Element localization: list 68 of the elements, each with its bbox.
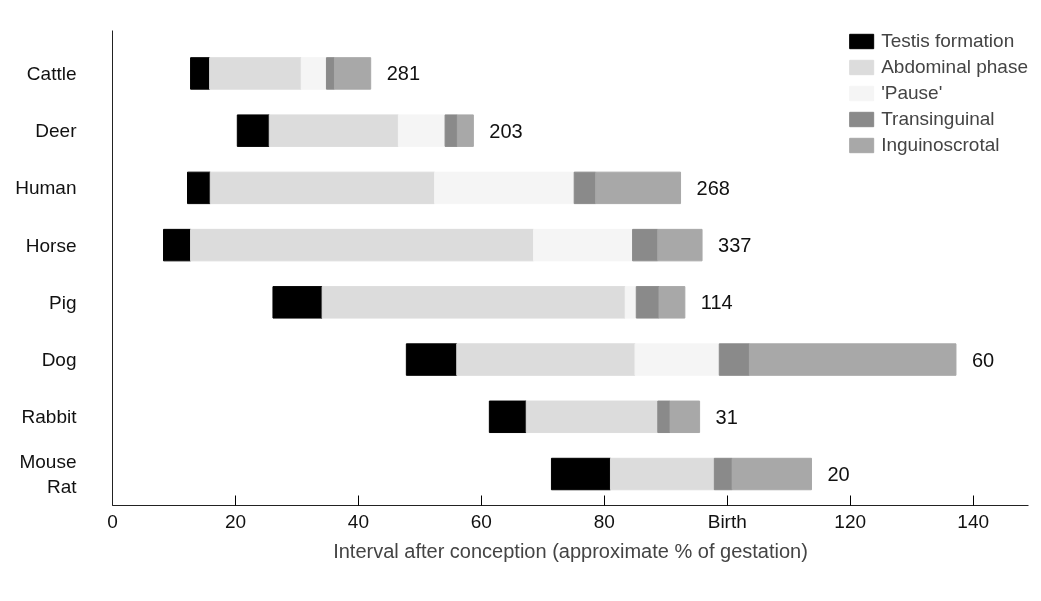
- bar: [333, 57, 372, 90]
- bar: [595, 171, 682, 205]
- bar: [405, 343, 458, 376]
- legend-label: Testis formation: [881, 30, 1015, 52]
- annotation: 281: [386, 62, 421, 85]
- bar: [657, 228, 703, 262]
- bar: [550, 457, 611, 491]
- bar: [609, 457, 715, 491]
- x-tick-label: 60: [470, 510, 492, 532]
- bar: [187, 171, 211, 205]
- bar: [713, 457, 733, 491]
- y-tick-label: Mouse Rat: [19, 450, 78, 498]
- annotation: 268: [696, 176, 730, 199]
- bar: [190, 228, 535, 262]
- bar: [635, 286, 660, 319]
- bar: [718, 343, 750, 376]
- annotation: 337: [718, 234, 752, 257]
- annotation: 203: [489, 119, 523, 142]
- bar: [533, 228, 634, 262]
- x-axis-title: Interval after conception (approximate % of gestation): [333, 539, 808, 562]
- annotation: 20: [827, 463, 850, 486]
- bar: [325, 57, 335, 90]
- bar: [748, 343, 957, 376]
- bar: [488, 400, 527, 434]
- x-tick-label: 40: [347, 510, 369, 532]
- y-tick-label: Pig: [49, 291, 77, 313]
- bar: [731, 457, 812, 491]
- bar: [456, 114, 474, 147]
- legend-label: Inguinoscrotal: [881, 134, 1000, 156]
- bar: [209, 57, 302, 90]
- bar: [163, 228, 192, 262]
- legend-label: Abdominal phase: [881, 56, 1028, 78]
- bar: [657, 400, 671, 434]
- bar: [624, 286, 637, 319]
- bar: [573, 171, 597, 205]
- annotation: 114: [700, 291, 733, 314]
- x-tick-label: 80: [593, 510, 615, 532]
- legend-label: 'Pause': [881, 82, 943, 104]
- annotation: 31: [715, 405, 738, 428]
- bar: [632, 228, 659, 262]
- y-tick-label: Deer: [35, 120, 78, 142]
- x-tick-label: Birth: [707, 510, 747, 532]
- legend-label: Transinguinal: [881, 108, 995, 130]
- bar: [272, 286, 323, 319]
- bar: [190, 57, 211, 90]
- annotation: 60: [971, 348, 995, 371]
- y-tick-label: Cattle: [26, 62, 77, 84]
- y-tick-label: Rabbit: [21, 406, 78, 428]
- x-tick-label: 20: [224, 510, 247, 532]
- bar: [300, 57, 327, 90]
- bar: [434, 171, 575, 205]
- x-tick-label: 0: [107, 510, 118, 532]
- bar: [321, 286, 626, 319]
- y-tick-label: Human: [15, 177, 77, 199]
- y-tick-label: Horse: [25, 234, 77, 256]
- bar: [236, 114, 270, 147]
- bar: [209, 171, 436, 205]
- bar: [634, 343, 720, 376]
- bar: [658, 286, 686, 319]
- x-tick-label: 120: [834, 510, 867, 532]
- bar: [525, 400, 659, 434]
- x-tick-label: 140: [957, 510, 990, 532]
- bar: [456, 343, 636, 376]
- bar: [268, 114, 399, 147]
- bar: [669, 400, 701, 434]
- bar: [444, 114, 458, 147]
- bar: [397, 114, 446, 147]
- y-tick-label: Dog: [41, 349, 77, 371]
